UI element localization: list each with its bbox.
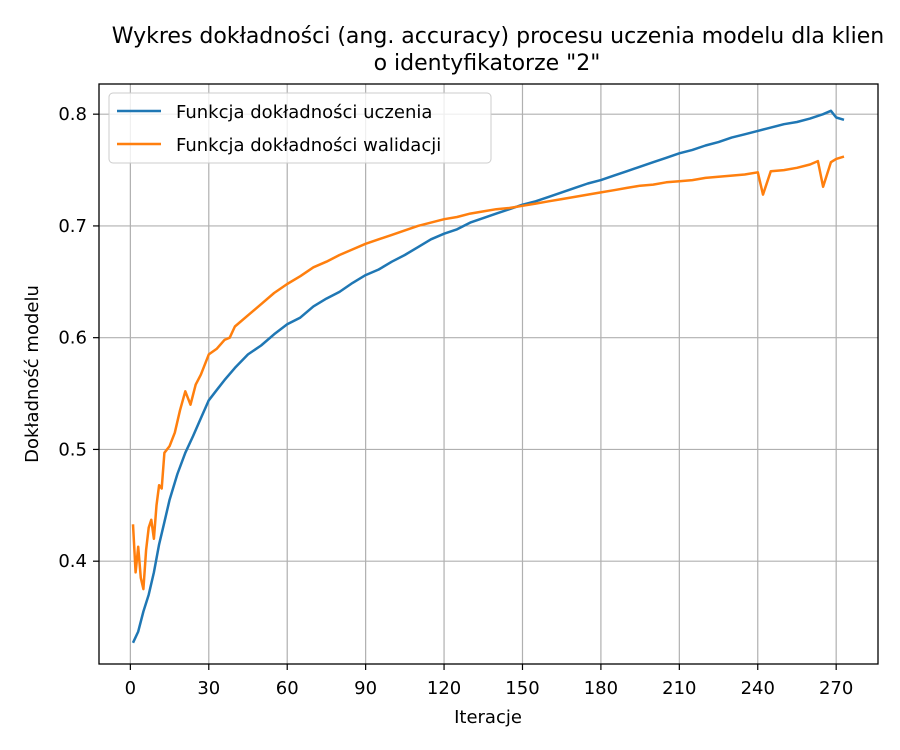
- axis-ticks: 0 30 60 90 120 150 180 210 240 270 0.4 0.5 0.6 0.7 0.8: [58, 104, 853, 699]
- x-axis-label: Iteracje: [454, 707, 522, 728]
- x-tick-label: 210: [662, 678, 696, 699]
- x-tick-label: 90: [354, 678, 377, 699]
- y-tick-label: 0.6: [58, 328, 87, 349]
- legend-box: [108, 92, 492, 164]
- x-tick-label: 60: [276, 678, 299, 699]
- legend: Funkcja dokładności uczenia Funkcja dokł…: [108, 92, 492, 164]
- y-tick-label: 0.7: [58, 216, 87, 237]
- y-tick-label: 0.4: [58, 551, 87, 572]
- legend-label-validation: Funkcja dokładności walidacji: [176, 135, 441, 156]
- series-line-validation: [131, 155, 845, 591]
- x-tick-label: 30: [197, 678, 220, 699]
- series-layer: [131, 109, 845, 644]
- x-tick-label: 270: [819, 678, 853, 699]
- y-tick-label: 0.5: [58, 439, 87, 460]
- plot-frame: [98, 83, 879, 665]
- x-tick-label: 0: [125, 678, 136, 699]
- x-tick-label: 240: [741, 678, 775, 699]
- chart-title-line-2: o identyfikatorze "2": [374, 51, 601, 76]
- legend-label-training: Funkcja dokładności uczenia: [176, 102, 432, 123]
- y-axis-label: Dokładność modelu: [22, 285, 43, 463]
- chart-title-line-1: Wykres dokładności (ang. accuracy) proce…: [112, 24, 885, 49]
- x-tick-label: 180: [584, 678, 618, 699]
- y-tick-label: 0.8: [58, 104, 87, 125]
- x-tick-label: 150: [505, 678, 539, 699]
- series-line-training: [131, 109, 845, 644]
- x-tick-label: 120: [427, 678, 461, 699]
